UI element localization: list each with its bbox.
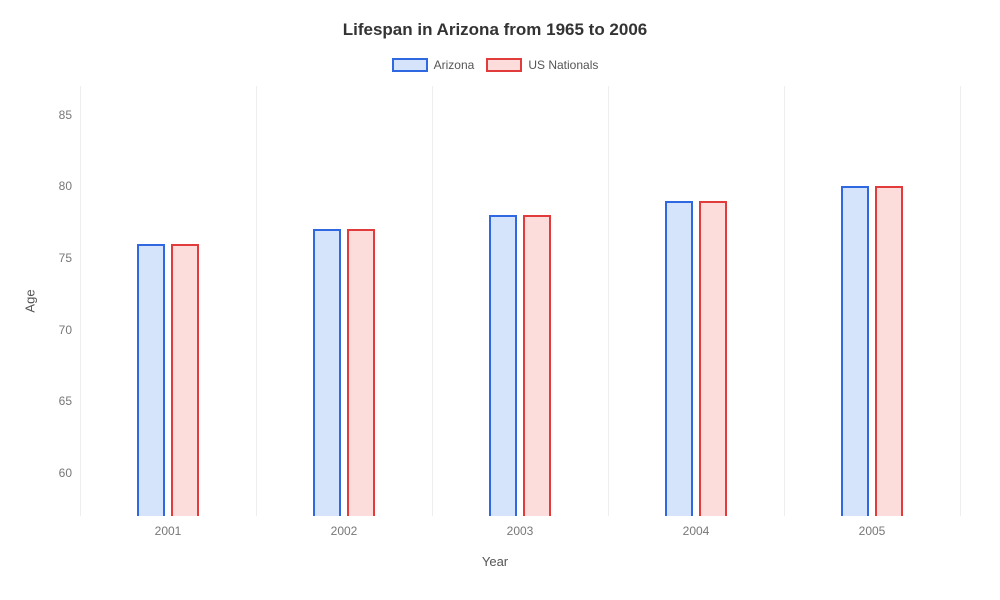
y-tick: 75 [42, 251, 72, 265]
chart-title: Lifespan in Arizona from 1965 to 2006 [20, 20, 970, 40]
bar-us-nationals-2002 [347, 229, 375, 516]
legend-swatch-arizona [392, 58, 428, 72]
y-axis-label: Age [23, 289, 38, 312]
y-tick: 65 [42, 394, 72, 408]
legend-item-arizona: Arizona [392, 58, 475, 72]
x-axis-label: Year [20, 554, 970, 569]
x-tick: 2002 [331, 524, 358, 538]
bar-arizona-2001 [137, 244, 165, 516]
x-tick: 2005 [859, 524, 886, 538]
legend-item-us-nationals: US Nationals [486, 58, 598, 72]
plot-canvas: 60657075808520012002200320042005 [80, 86, 960, 516]
x-tick: 2004 [683, 524, 710, 538]
y-tick: 60 [42, 466, 72, 480]
bar-arizona-2003 [489, 215, 517, 516]
bar-arizona-2004 [665, 201, 693, 516]
legend-label-arizona: Arizona [434, 58, 475, 72]
bar-us-nationals-2001 [171, 244, 199, 516]
bar-arizona-2005 [841, 186, 869, 516]
chart-container: Lifespan in Arizona from 1965 to 2006 Ar… [0, 0, 1000, 600]
y-tick: 70 [42, 323, 72, 337]
y-tick: 80 [42, 179, 72, 193]
gridline [960, 86, 961, 516]
x-tick: 2003 [507, 524, 534, 538]
bar-arizona-2002 [313, 229, 341, 516]
gridline [608, 86, 609, 516]
gridline [784, 86, 785, 516]
plot-area: Age 60657075808520012002200320042005 [80, 86, 960, 516]
gridline [256, 86, 257, 516]
bar-us-nationals-2004 [699, 201, 727, 516]
bar-us-nationals-2003 [523, 215, 551, 516]
x-tick: 2001 [155, 524, 182, 538]
legend-swatch-us-nationals [486, 58, 522, 72]
legend-label-us-nationals: US Nationals [528, 58, 598, 72]
gridline [432, 86, 433, 516]
chart-legend: Arizona US Nationals [20, 58, 970, 72]
bar-us-nationals-2005 [875, 186, 903, 516]
y-tick: 85 [42, 108, 72, 122]
gridline [80, 86, 81, 516]
